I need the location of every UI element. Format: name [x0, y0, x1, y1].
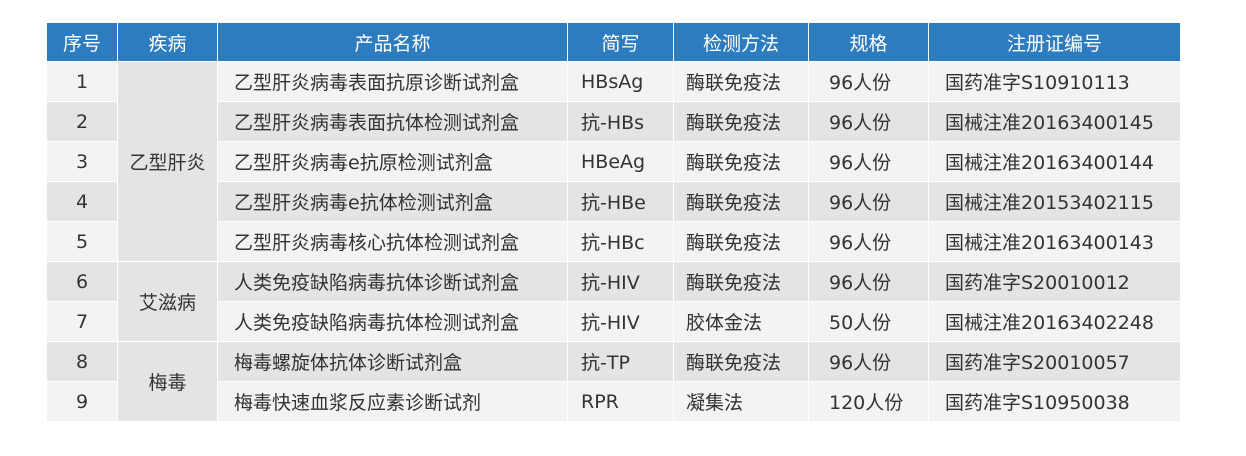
table-row: 4 乙型肝炎病毒e抗体检测试剂盒 抗-HBe 酶联免疫法 96人份 国械注准20… — [46, 181, 1181, 222]
cell-seq: 2 — [46, 101, 118, 142]
cell-specification: 96人份 — [808, 181, 929, 222]
table-row: 2 乙型肝炎病毒表面抗体检测试剂盒 抗-HBs 酶联免疫法 96人份 国械注准2… — [46, 101, 1181, 142]
cell-registration-number: 国械注准20153402115 — [928, 181, 1181, 222]
cell-seq: 3 — [46, 141, 118, 182]
cell-seq: 8 — [46, 341, 118, 382]
cell-product-name: 乙型肝炎病毒表面抗原诊断试剂盒 — [217, 61, 568, 102]
cell-seq: 7 — [46, 301, 118, 342]
cell-abbreviation: 抗-HIV — [567, 301, 674, 342]
table-row: 3 乙型肝炎病毒e抗原检测试剂盒 HBeAg 酶联免疫法 96人份 国械注准20… — [46, 141, 1181, 182]
cell-seq: 5 — [46, 221, 118, 262]
cell-seq: 4 — [46, 181, 118, 222]
table-row: 6 艾滋病 人类免疫缺陷病毒抗体诊断试剂盒 抗-HIV 酶联免疫法 96人份 国… — [46, 261, 1181, 342]
cell-abbreviation: 抗-HBs — [567, 101, 674, 142]
cell-product-name: 乙型肝炎病毒核心抗体检测试剂盒 — [217, 221, 568, 262]
cell-abbreviation: 抗-TP — [567, 341, 674, 382]
cell-specification: 96人份 — [808, 141, 929, 182]
cell-test-method: 胶体金法 — [673, 301, 809, 342]
cell-specification: 96人份 — [808, 221, 929, 262]
cell-specification: 96人份 — [808, 61, 929, 102]
cell-test-method: 酶联免疫法 — [673, 181, 809, 222]
cell-test-method: 酶联免疫法 — [673, 101, 809, 142]
cell-product-name: 乙型肝炎病毒表面抗体检测试剂盒 — [217, 101, 568, 142]
cell-abbreviation: 抗-HBe — [567, 181, 674, 222]
cell-registration-number: 国械注准20163400145 — [928, 101, 1181, 142]
table-row: 9 梅毒快速血浆反应素诊断试剂 RPR 凝集法 120人份 国药准字S10950… — [46, 381, 1181, 421]
cell-registration-number: 国械注准20163400143 — [928, 221, 1181, 262]
cell-test-method: 酶联免疫法 — [673, 221, 809, 262]
cell-seq: 6 — [46, 261, 118, 302]
product-table: 序号 疾病 产品名称 简写 检测方法 规格 注册证编号 1 乙型肝炎 乙型肝炎病… — [46, 23, 1181, 421]
cell-disease-hepatitis-b: 乙型肝炎 — [117, 61, 218, 262]
table-row: 8 梅毒 梅毒螺旋体抗体诊断试剂盒 抗-TP 酶联免疫法 96人份 国药准字S2… — [46, 341, 1181, 421]
cell-registration-number: 国药准字S10950038 — [928, 381, 1181, 421]
cell-test-method: 酶联免疫法 — [673, 341, 809, 382]
cell-specification: 96人份 — [808, 101, 929, 142]
header-specification: 规格 — [808, 23, 929, 62]
cell-product-name: 梅毒快速血浆反应素诊断试剂 — [217, 381, 568, 421]
table-row: 1 乙型肝炎 乙型肝炎病毒表面抗原诊断试剂盒 HBsAg 酶联免疫法 96人份 … — [46, 61, 1181, 262]
cell-specification: 120人份 — [808, 381, 929, 421]
cell-registration-number: 国药准字S10910113 — [928, 61, 1181, 102]
cell-abbreviation: HBeAg — [567, 141, 674, 182]
cell-product-name: 乙型肝炎病毒e抗原检测试剂盒 — [217, 141, 568, 182]
cell-abbreviation: RPR — [567, 381, 674, 421]
table-row: 7 人类免疫缺陷病毒抗体检测试剂盒 抗-HIV 胶体金法 50人份 国械注准20… — [46, 301, 1181, 342]
cell-seq: 9 — [46, 381, 118, 421]
cell-abbreviation: 抗-HIV — [567, 261, 674, 302]
cell-registration-number: 国药准字S20010057 — [928, 341, 1181, 382]
cell-test-method: 凝集法 — [673, 381, 809, 421]
cell-registration-number: 国械注准20163400144 — [928, 141, 1181, 182]
cell-specification: 96人份 — [808, 341, 929, 382]
header-test-method: 检测方法 — [673, 23, 809, 62]
cell-abbreviation: HBsAg — [567, 61, 674, 102]
header-product-name: 产品名称 — [217, 23, 568, 62]
header-disease: 疾病 — [117, 23, 218, 62]
header-row: 序号 疾病 产品名称 简写 检测方法 规格 注册证编号 — [46, 23, 1181, 62]
cell-product-name: 人类免疫缺陷病毒抗体检测试剂盒 — [217, 301, 568, 342]
header-seq: 序号 — [46, 23, 118, 62]
cell-product-name: 梅毒螺旋体抗体诊断试剂盒 — [217, 341, 568, 382]
cell-test-method: 酶联免疫法 — [673, 141, 809, 182]
cell-registration-number: 国药准字S20010012 — [928, 261, 1181, 302]
cell-specification: 96人份 — [808, 261, 929, 302]
table-row: 5 乙型肝炎病毒核心抗体检测试剂盒 抗-HBc 酶联免疫法 96人份 国械注准2… — [46, 221, 1181, 262]
cell-specification: 50人份 — [808, 301, 929, 342]
header-registration-number: 注册证编号 — [928, 23, 1181, 62]
cell-test-method: 酶联免疫法 — [673, 61, 809, 102]
cell-seq: 1 — [46, 61, 118, 102]
cell-abbreviation: 抗-HBc — [567, 221, 674, 262]
cell-product-name: 乙型肝炎病毒e抗体检测试剂盒 — [217, 181, 568, 222]
cell-registration-number: 国械注准20163402248 — [928, 301, 1181, 342]
cell-product-name: 人类免疫缺陷病毒抗体诊断试剂盒 — [217, 261, 568, 302]
cell-test-method: 酶联免疫法 — [673, 261, 809, 302]
header-abbreviation: 简写 — [567, 23, 674, 62]
cell-disease-syphilis: 梅毒 — [117, 341, 218, 421]
cell-disease-aids: 艾滋病 — [117, 261, 218, 342]
